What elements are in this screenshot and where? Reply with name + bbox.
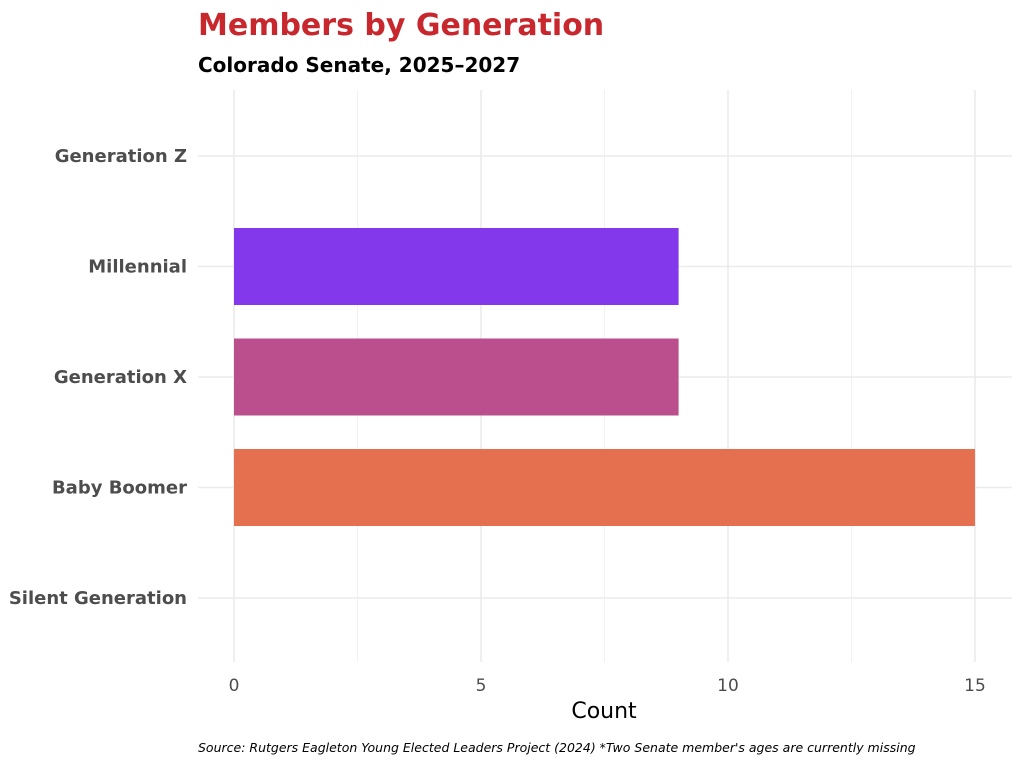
bar-generation-x: [234, 338, 679, 416]
x-tick-labels: 0 5 10 15: [229, 676, 986, 696]
x-tick-label: 0: [229, 676, 240, 696]
chart-subtitle: Colorado Senate, 2025–2027: [198, 53, 520, 77]
category-label: Generation Z: [55, 146, 187, 167]
category-label: Millennial: [88, 257, 187, 278]
bar-baby-boomer: [234, 449, 975, 526]
x-tick-label: 10: [717, 676, 739, 696]
chart-title: Members by Generation: [198, 8, 604, 43]
category-label: Generation X: [54, 367, 187, 388]
x-axis-title: Count: [571, 699, 637, 724]
bar-millennial: [234, 228, 679, 305]
bars: [234, 228, 975, 526]
category-label: Silent Generation: [9, 588, 187, 609]
x-tick-label: 5: [476, 676, 487, 696]
x-tick-label: 15: [964, 676, 986, 696]
category-labels: Silent Generation Baby Boomer Generation X…: [9, 146, 187, 609]
category-label: Baby Boomer: [52, 478, 187, 499]
chart-caption: Source: Rutgers Eagleton Young Elected L…: [198, 740, 916, 755]
